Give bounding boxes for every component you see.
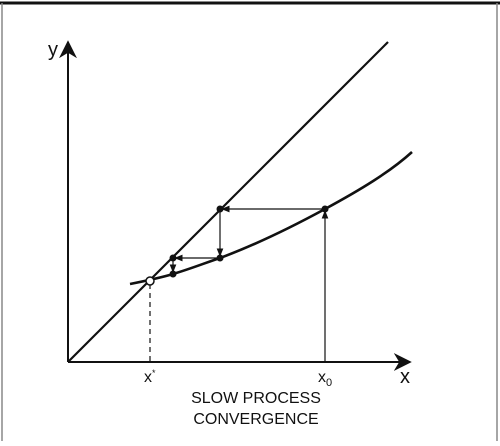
points	[169, 205, 329, 278]
label-sup: *	[152, 368, 156, 378]
point	[169, 254, 177, 262]
caption-line: CONVERGENCE	[193, 411, 318, 428]
caption-line: SLOW PROCESS	[191, 390, 321, 407]
point	[321, 205, 329, 213]
point	[169, 270, 177, 278]
start-label: x0	[318, 369, 332, 389]
point	[216, 205, 224, 213]
fixed-point	[145, 276, 155, 286]
point	[216, 254, 224, 262]
cobweb	[169, 205, 329, 362]
label-sub: 0	[326, 377, 332, 389]
x-label: x	[400, 366, 410, 388]
curve	[129, 151, 413, 286]
fixed-label: x*	[144, 368, 156, 386]
label-main: x	[318, 369, 326, 386]
label-main: x	[144, 369, 152, 386]
diagonal	[67, 41, 389, 363]
y-label: y	[48, 39, 58, 61]
